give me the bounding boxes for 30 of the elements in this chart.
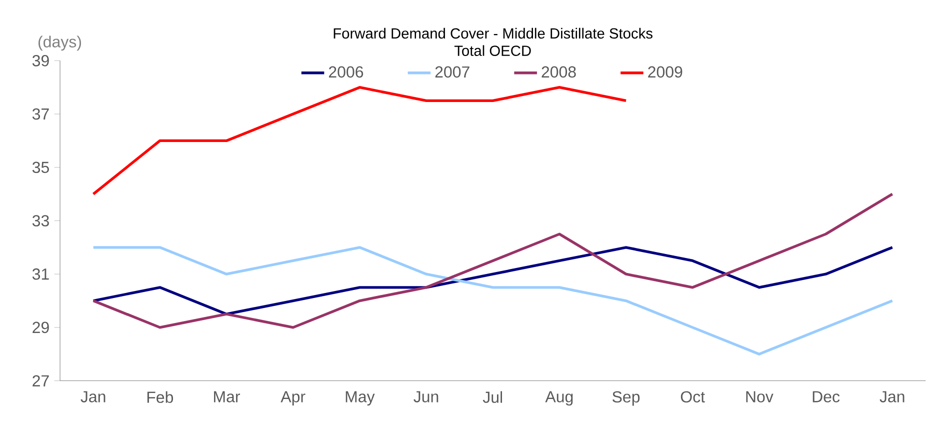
x-tick-label: Jan xyxy=(80,391,106,402)
y-tick-label: 33 xyxy=(32,215,49,226)
x-tick-label: Oct xyxy=(680,391,705,403)
y-axis-title: (days) xyxy=(38,36,81,51)
x-tick-label: Apr xyxy=(280,391,306,406)
x-tick-label: Nov xyxy=(746,391,774,402)
legend-label: 2009 xyxy=(648,66,682,78)
x-tick-label: Feb xyxy=(147,391,174,404)
y-tick-label: 27 xyxy=(32,375,49,386)
chart-subtitle: Total OECD xyxy=(454,45,531,56)
chart-title: Forward Demand Cover - Middle Distillate Stocks xyxy=(334,28,652,39)
y-tick-label: 39 xyxy=(32,55,49,66)
x-tick-label: Jan xyxy=(880,391,904,402)
x-tick-label: Jun xyxy=(414,391,438,402)
legend-label: 2006 xyxy=(328,66,364,78)
x-tick-label: Dec xyxy=(812,391,840,402)
y-tick-label: 29 xyxy=(32,322,49,334)
x-tick-label: Jul xyxy=(482,391,502,404)
legend-label: 2007 xyxy=(435,66,470,78)
y-tick-label: 31 xyxy=(32,268,49,280)
y-tick-label: 37 xyxy=(32,108,49,120)
line-series xyxy=(92,86,628,196)
x-tick-label: Aug xyxy=(545,391,573,406)
x-tick-label: Sep xyxy=(612,391,640,406)
y-tick-label: 35 xyxy=(32,162,49,174)
x-tick-label: May xyxy=(346,391,375,406)
legend-label: 2008 xyxy=(542,66,576,78)
line-series xyxy=(92,192,894,329)
x-tick-label: Mar xyxy=(214,391,240,402)
line-series xyxy=(92,246,894,316)
